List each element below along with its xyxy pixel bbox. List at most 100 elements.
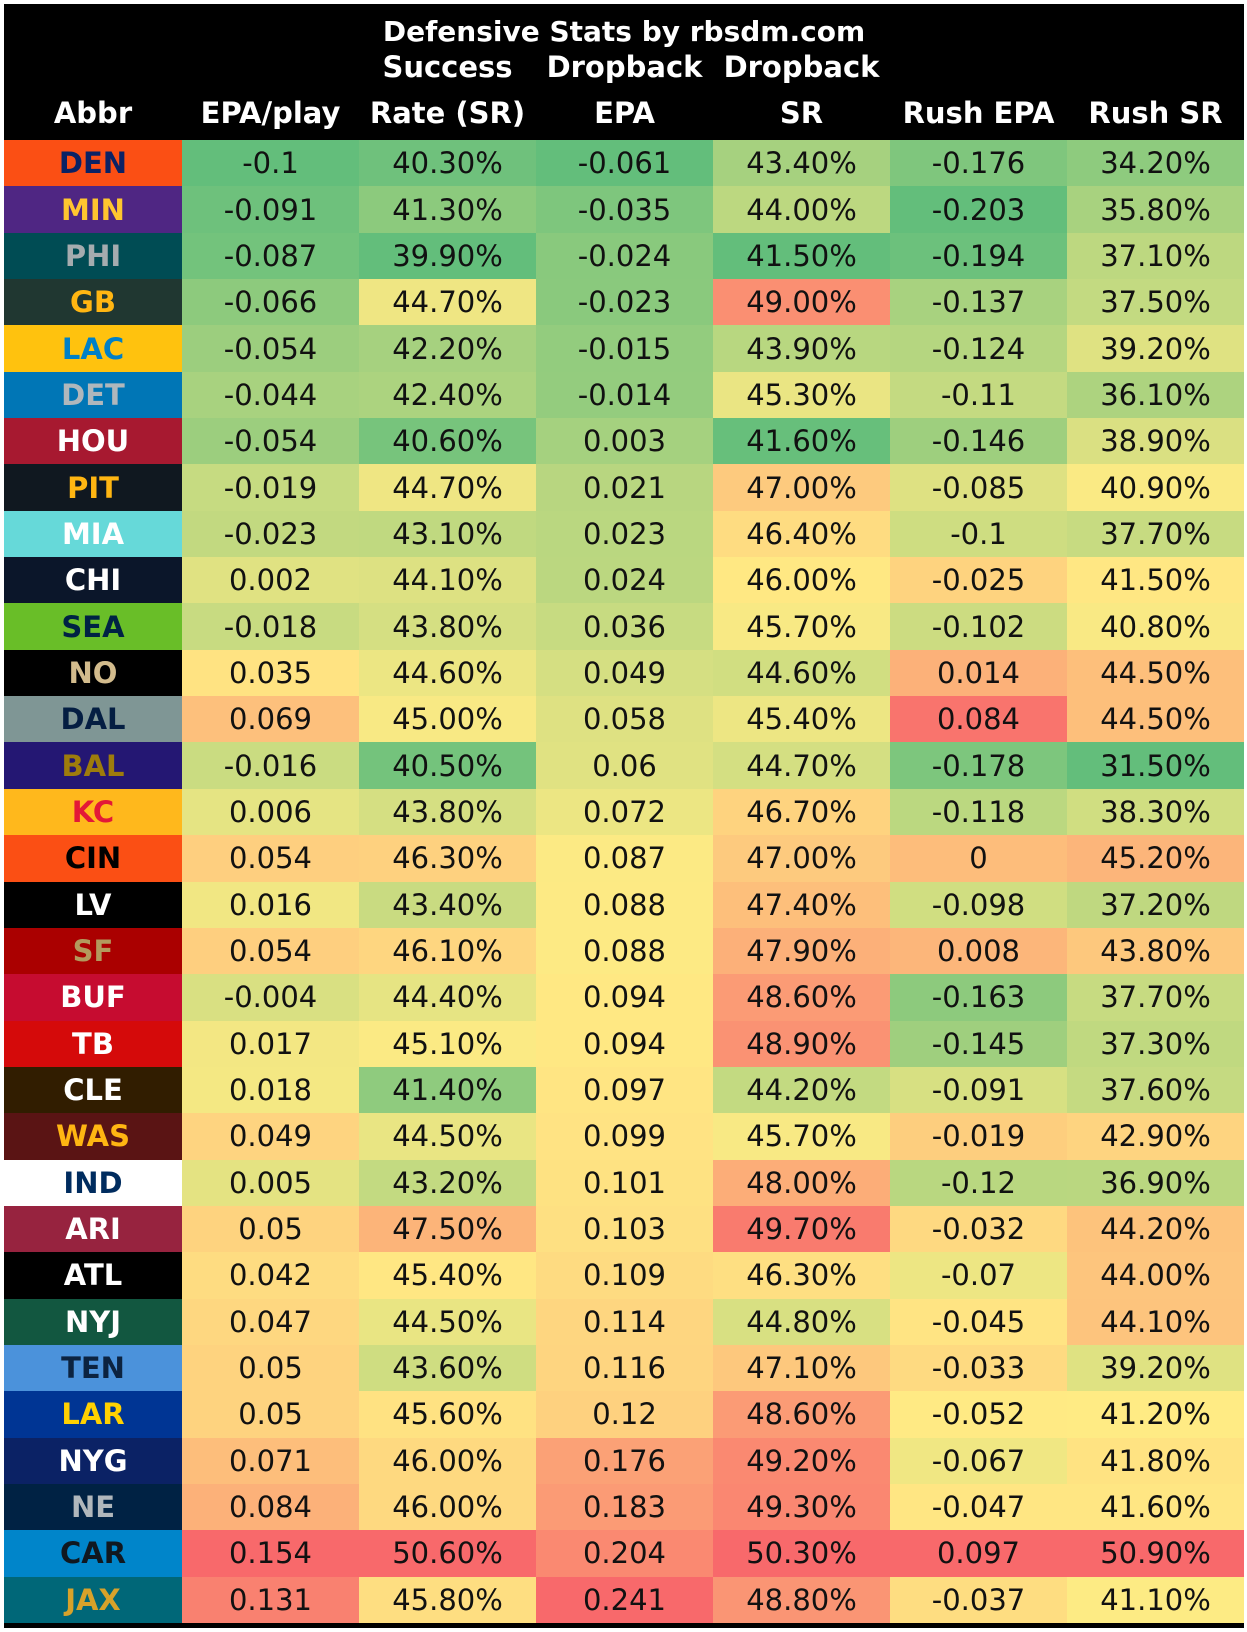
rush-sr-cell: 39.20%	[1067, 1344, 1244, 1392]
rush-sr-cell: 38.30%	[1067, 788, 1244, 836]
header-dropback-epa-line2: EPA	[594, 96, 655, 130]
dropback-epa-cell: -0.024	[536, 232, 713, 280]
rush-epa-cell: -0.137	[890, 279, 1067, 326]
epa-play-cell: 0.016	[182, 881, 359, 928]
dropback-epa-cell: -0.035	[536, 186, 713, 233]
rush-epa-cell: -0.178	[890, 742, 1067, 789]
team-abbr-cell: ATL	[4, 1252, 182, 1299]
dropback-epa-cell: -0.014	[536, 371, 713, 419]
dropback-sr-cell: 45.30%	[713, 371, 890, 419]
dropback-epa-cell: 0.114	[536, 1298, 713, 1345]
table-row: DAL 0.069 45.00% 0.058 45.40% 0.084 44.50%	[4, 696, 1244, 743]
team-abbr-cell: DAL	[4, 696, 182, 743]
rush-sr-cell: 35.80%	[1067, 186, 1244, 233]
epa-play-cell: 0.005	[182, 1159, 359, 1206]
epa-play-cell: 0.084	[182, 1483, 359, 1531]
rush-sr-cell: 41.60%	[1067, 1483, 1244, 1531]
success-rate-cell: 45.10%	[359, 1020, 536, 1067]
rush-sr-cell: 41.80%	[1067, 1437, 1244, 1484]
table-row: TB 0.017 45.10% 0.094 48.90% -0.145 37.30%	[4, 1020, 1244, 1067]
success-rate-cell: 44.70%	[359, 464, 536, 511]
table-row: SF 0.054 46.10% 0.088 47.90% 0.008 43.80%	[4, 927, 1244, 975]
success-rate-cell: 44.50%	[359, 1298, 536, 1345]
dropback-sr-cell: 49.70%	[713, 1205, 890, 1253]
team-abbr-cell: TEN	[4, 1344, 182, 1392]
epa-play-cell: 0.131	[182, 1576, 359, 1623]
rush-epa-cell: -0.032	[890, 1205, 1067, 1253]
dropback-sr-cell: 45.70%	[713, 603, 890, 650]
epa-play-cell: -0.023	[182, 510, 359, 558]
table-row: LAR 0.05 45.60% 0.12 48.60% -0.052 41.20%	[4, 1391, 1244, 1438]
dropback-epa-cell: 0.103	[536, 1205, 713, 1253]
rush-epa-cell: -0.037	[890, 1576, 1067, 1623]
team-abbr-cell: WAS	[4, 1113, 182, 1160]
rush-sr-cell: 37.70%	[1067, 510, 1244, 558]
table-body: DEN -0.1 40.30% -0.061 43.40% -0.176 34.20% MIN…	[4, 140, 1244, 1623]
header-dropback-epa-line1: Dropback	[546, 50, 703, 84]
epa-play-cell: -0.091	[182, 186, 359, 233]
table-row: PIT -0.019 44.70% 0.021 47.00% -0.085 40.90%	[4, 464, 1244, 511]
dropback-epa-cell: 0.058	[536, 696, 713, 743]
rush-sr-cell: 43.80%	[1067, 927, 1244, 975]
dropback-sr-cell: 44.70%	[713, 742, 890, 789]
dropback-sr-cell: 47.10%	[713, 1344, 890, 1392]
success-rate-cell: 42.40%	[359, 371, 536, 419]
success-rate-cell: 41.40%	[359, 1066, 536, 1114]
rush-sr-cell: 41.50%	[1067, 557, 1244, 604]
epa-play-cell: 0.054	[182, 835, 359, 882]
epa-play-cell: 0.071	[182, 1437, 359, 1484]
team-abbr-cell: KC	[4, 788, 182, 836]
epa-play-cell: 0.047	[182, 1298, 359, 1345]
dropback-epa-cell: 0.088	[536, 927, 713, 975]
team-abbr-cell: PIT	[4, 464, 182, 511]
rush-sr-cell: 37.20%	[1067, 881, 1244, 928]
rush-sr-cell: 44.50%	[1067, 696, 1244, 743]
header-rush-sr-line2: Rush SR	[1088, 96, 1223, 130]
table-row: PHI -0.087 39.90% -0.024 41.50% -0.194 37.10%	[4, 232, 1244, 280]
dropback-sr-cell: 48.60%	[713, 1391, 890, 1438]
epa-play-cell: -0.044	[182, 371, 359, 419]
rush-sr-cell: 41.10%	[1067, 1576, 1244, 1623]
rush-sr-cell: 45.20%	[1067, 835, 1244, 882]
header-abbr: Abbr	[4, 90, 182, 136]
table-row: BAL -0.016 40.50% 0.06 44.70% -0.178 31.50%	[4, 742, 1244, 789]
team-abbr-cell: CLE	[4, 1066, 182, 1114]
rush-epa-cell: -0.019	[890, 1113, 1067, 1160]
rush-epa-cell: -0.045	[890, 1298, 1067, 1345]
team-abbr-cell: ARI	[4, 1205, 182, 1253]
team-abbr-cell: LAR	[4, 1391, 182, 1438]
dropback-epa-cell: 0.024	[536, 557, 713, 604]
rush-epa-cell: 0.084	[890, 696, 1067, 743]
table-row: ATL 0.042 45.40% 0.109 46.30% -0.07 44.00%	[4, 1252, 1244, 1299]
success-rate-cell: 43.20%	[359, 1159, 536, 1206]
rush-epa-cell: -0.033	[890, 1344, 1067, 1392]
dropback-epa-cell: 0.099	[536, 1113, 713, 1160]
team-abbr-cell: GB	[4, 279, 182, 326]
rush-epa-cell: -0.176	[890, 140, 1067, 187]
dropback-sr-cell: 47.00%	[713, 464, 890, 511]
epa-play-cell: 0.006	[182, 788, 359, 836]
epa-play-cell: 0.05	[182, 1391, 359, 1438]
table-row: HOU -0.054 40.60% 0.003 41.60% -0.146 38.90%	[4, 418, 1244, 465]
success-rate-cell: 43.60%	[359, 1344, 536, 1392]
dropback-sr-cell: 41.50%	[713, 232, 890, 280]
rush-sr-cell: 42.90%	[1067, 1113, 1244, 1160]
table-row: LAC -0.054 42.20% -0.015 43.90% -0.124 39.20%	[4, 325, 1244, 372]
table-row: DET -0.044 42.40% -0.014 45.30% -0.11 36.10%	[4, 371, 1244, 419]
success-rate-cell: 44.70%	[359, 279, 536, 326]
rush-epa-cell: -0.07	[890, 1252, 1067, 1299]
success-rate-cell: 45.80%	[359, 1576, 536, 1623]
header-epa-play: EPA/play	[182, 90, 359, 136]
success-rate-cell: 40.60%	[359, 418, 536, 465]
dropback-epa-cell: 0.036	[536, 603, 713, 650]
team-abbr-cell: CAR	[4, 1530, 182, 1577]
table-row: CLE 0.018 41.40% 0.097 44.20% -0.091 37.60%	[4, 1066, 1244, 1114]
epa-play-cell: 0.05	[182, 1205, 359, 1253]
rush-epa-cell: -0.085	[890, 464, 1067, 511]
success-rate-cell: 40.50%	[359, 742, 536, 789]
success-rate-cell: 43.80%	[359, 603, 536, 650]
rush-sr-cell: 44.20%	[1067, 1205, 1244, 1253]
dropback-sr-cell: 48.00%	[713, 1159, 890, 1206]
epa-play-cell: 0.069	[182, 696, 359, 743]
dropback-sr-cell: 43.90%	[713, 325, 890, 372]
